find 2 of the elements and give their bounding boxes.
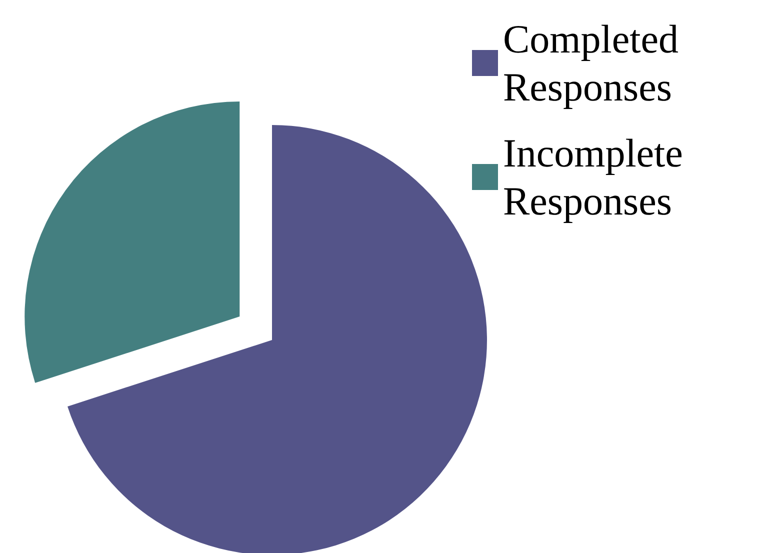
legend-label: Incomplete Responses bbox=[503, 130, 693, 224]
legend-label: Completed Responses bbox=[503, 16, 689, 110]
